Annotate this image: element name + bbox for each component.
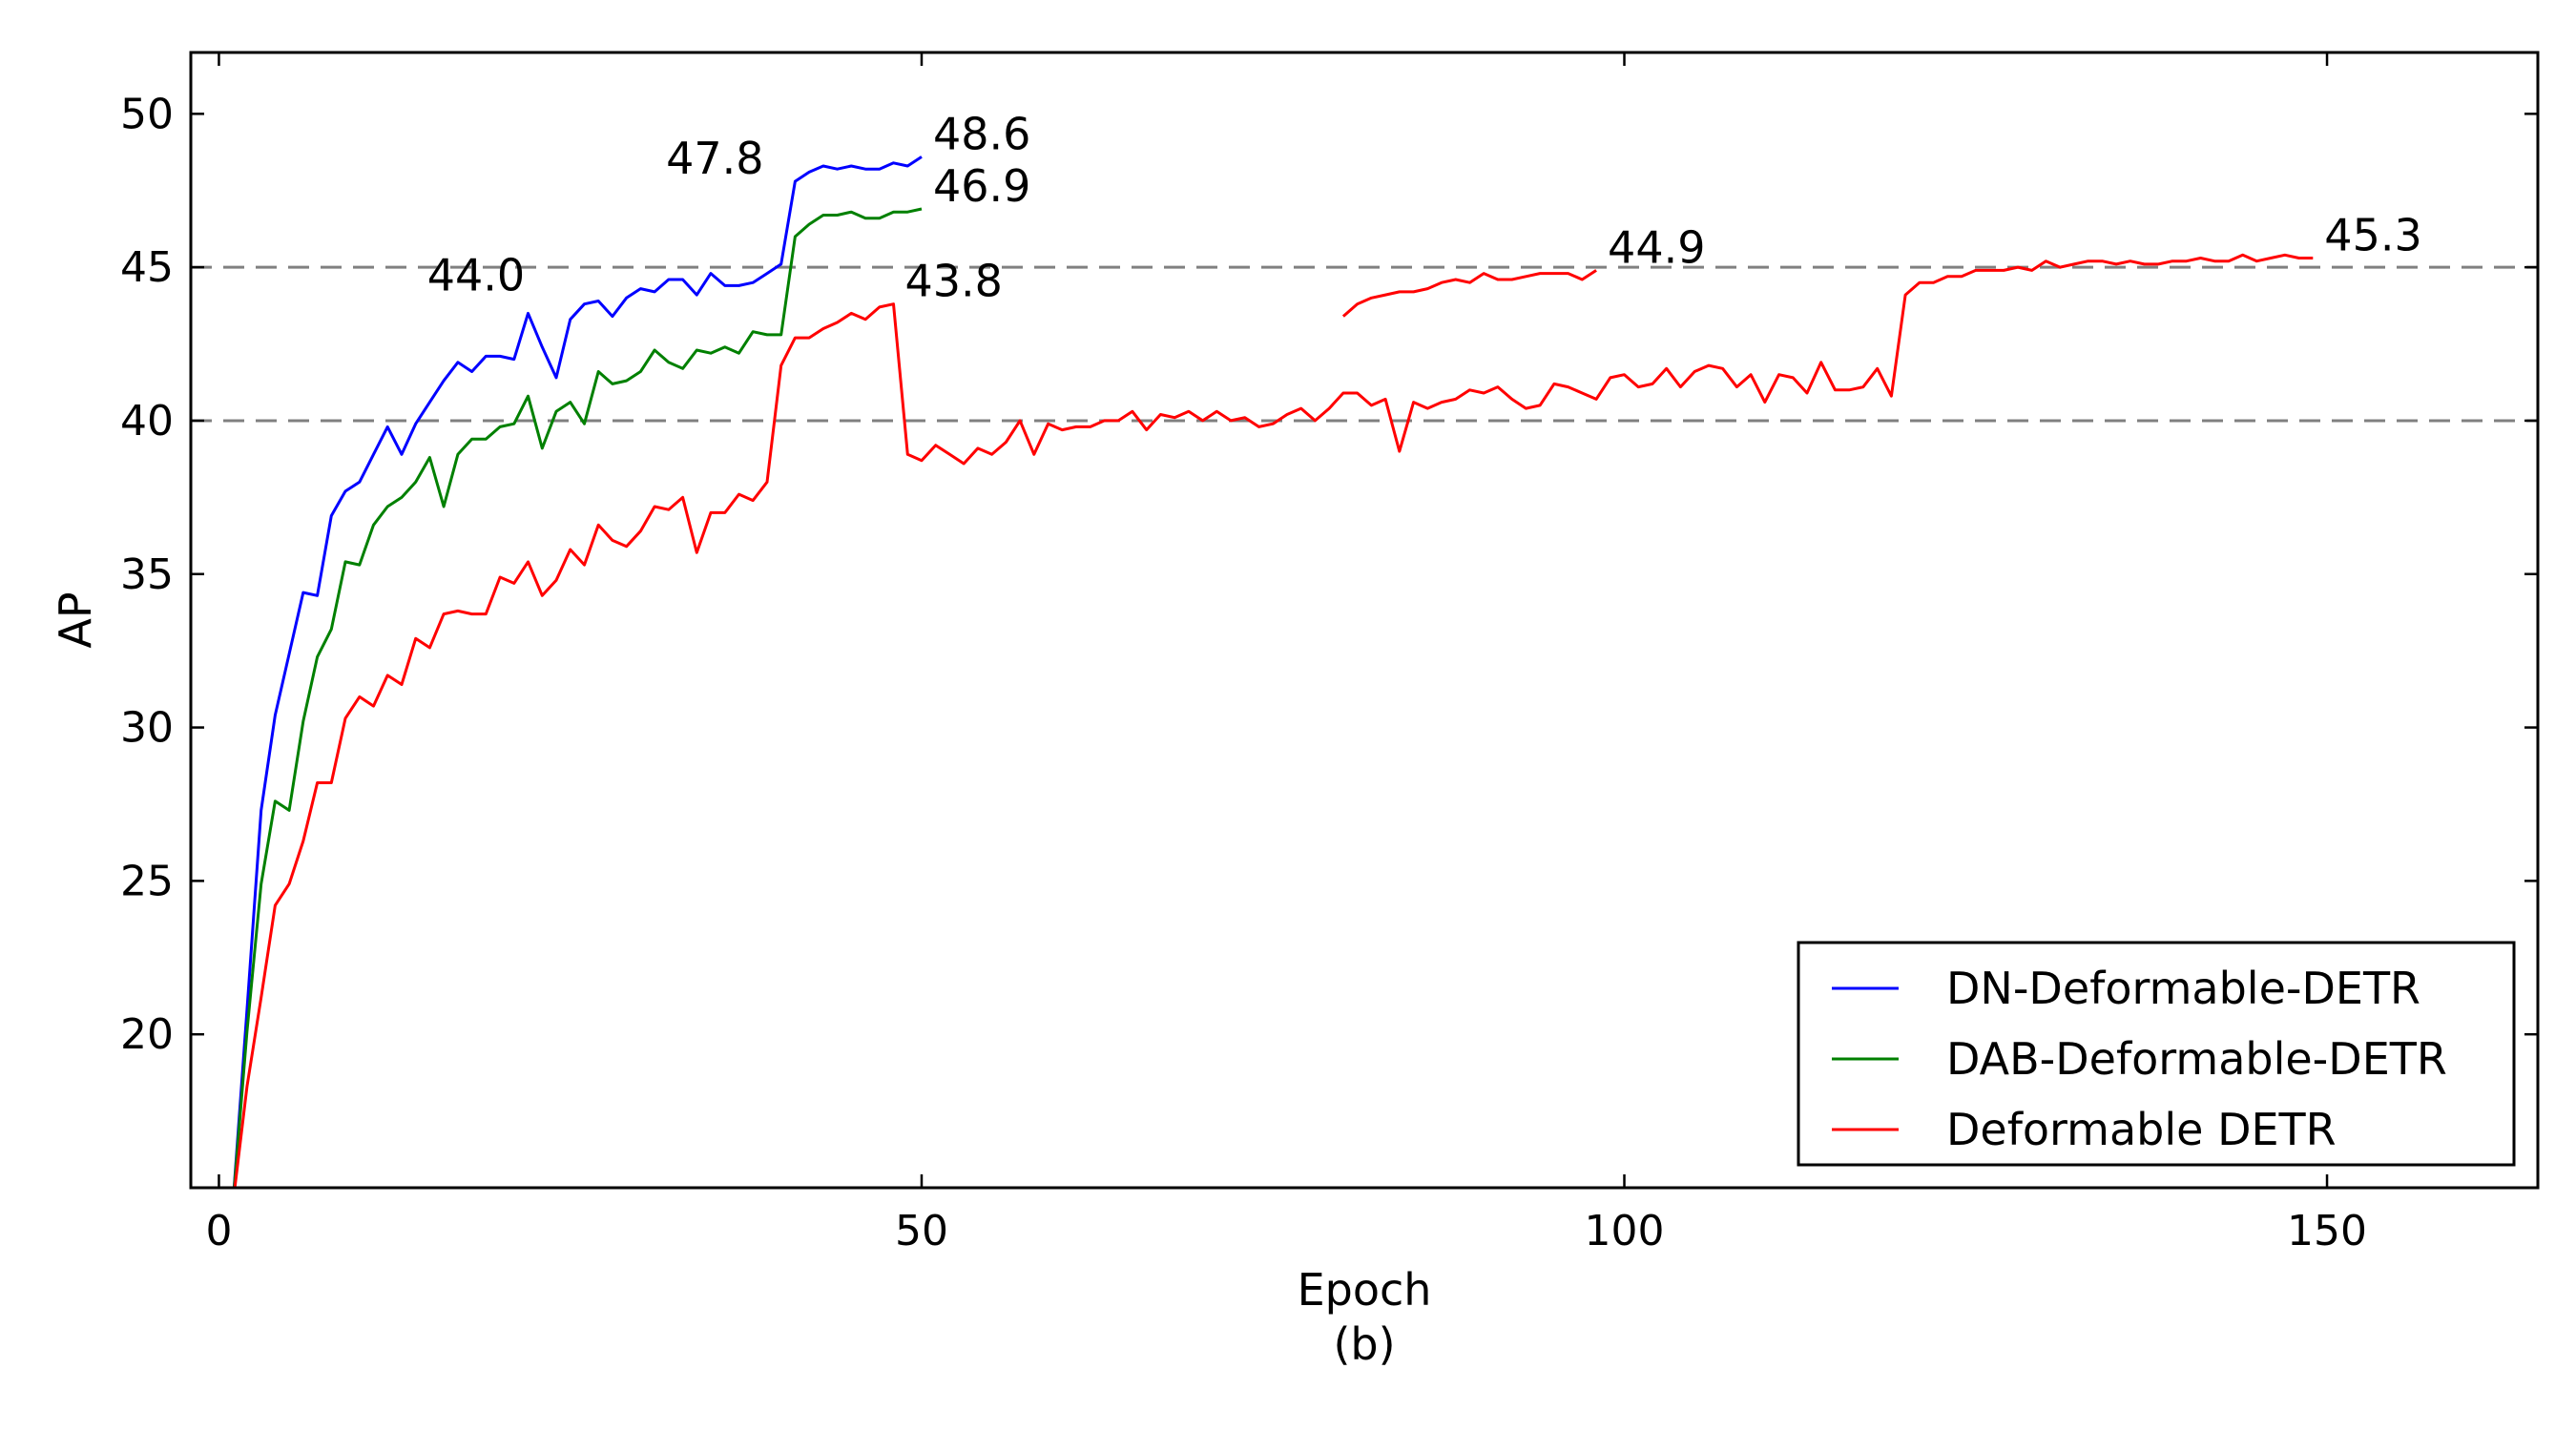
y-tick-label: 45 <box>120 243 174 292</box>
annotations: 44.0 47.8 48.646.9 43.8 44.9 45.3 <box>427 108 2422 306</box>
series-line-3 <box>1341 269 1597 318</box>
y-tick-label: 50 <box>120 90 174 138</box>
y-tick-label: 25 <box>120 857 174 905</box>
series-line-0 <box>232 156 923 1188</box>
data-label: 43.8 <box>905 256 1003 307</box>
y-axis-label: AP <box>50 591 101 648</box>
legend-label: DN-Deformable-DETR <box>1946 963 2420 1014</box>
legend: DN-Deformable-DETR DAB-Deformable-DETR Def… <box>1797 941 2516 1167</box>
series-layer <box>232 156 2314 1188</box>
data-label: 46.9 <box>933 160 1030 212</box>
y-tick-label: 35 <box>120 550 174 599</box>
axis-ticks: 0 50 100 150 20 25 30 35 40 45 50 <box>120 52 2538 1255</box>
data-label: 44.9 <box>1608 221 1705 273</box>
x-tick-label: 100 <box>1585 1207 1665 1255</box>
x-tick-label: 150 <box>2287 1207 2367 1255</box>
legend-box <box>1797 941 2516 1167</box>
legend-label: DAB-Deformable-DETR <box>1946 1033 2447 1085</box>
x-tick-label: 50 <box>895 1207 948 1255</box>
series-line-1 <box>233 207 923 1188</box>
y-tick-label: 20 <box>120 1010 174 1059</box>
data-label: 48.6 <box>933 108 1030 159</box>
y-tick-label: 30 <box>120 704 174 753</box>
y-tick-label: 40 <box>120 397 174 446</box>
plot-frame <box>189 51 2540 1190</box>
x-axis-label: Epoch <box>1298 1264 1432 1316</box>
data-label: 47.8 <box>666 133 763 184</box>
figure-caption: (b) <box>1333 1318 1395 1370</box>
x-tick-label: 0 <box>205 1207 232 1255</box>
data-label: 45.3 <box>2324 209 2421 260</box>
series-line-2 <box>233 253 2314 1188</box>
legend-label: Deformable DETR <box>1946 1104 2337 1155</box>
data-label: 44.0 <box>427 249 525 301</box>
